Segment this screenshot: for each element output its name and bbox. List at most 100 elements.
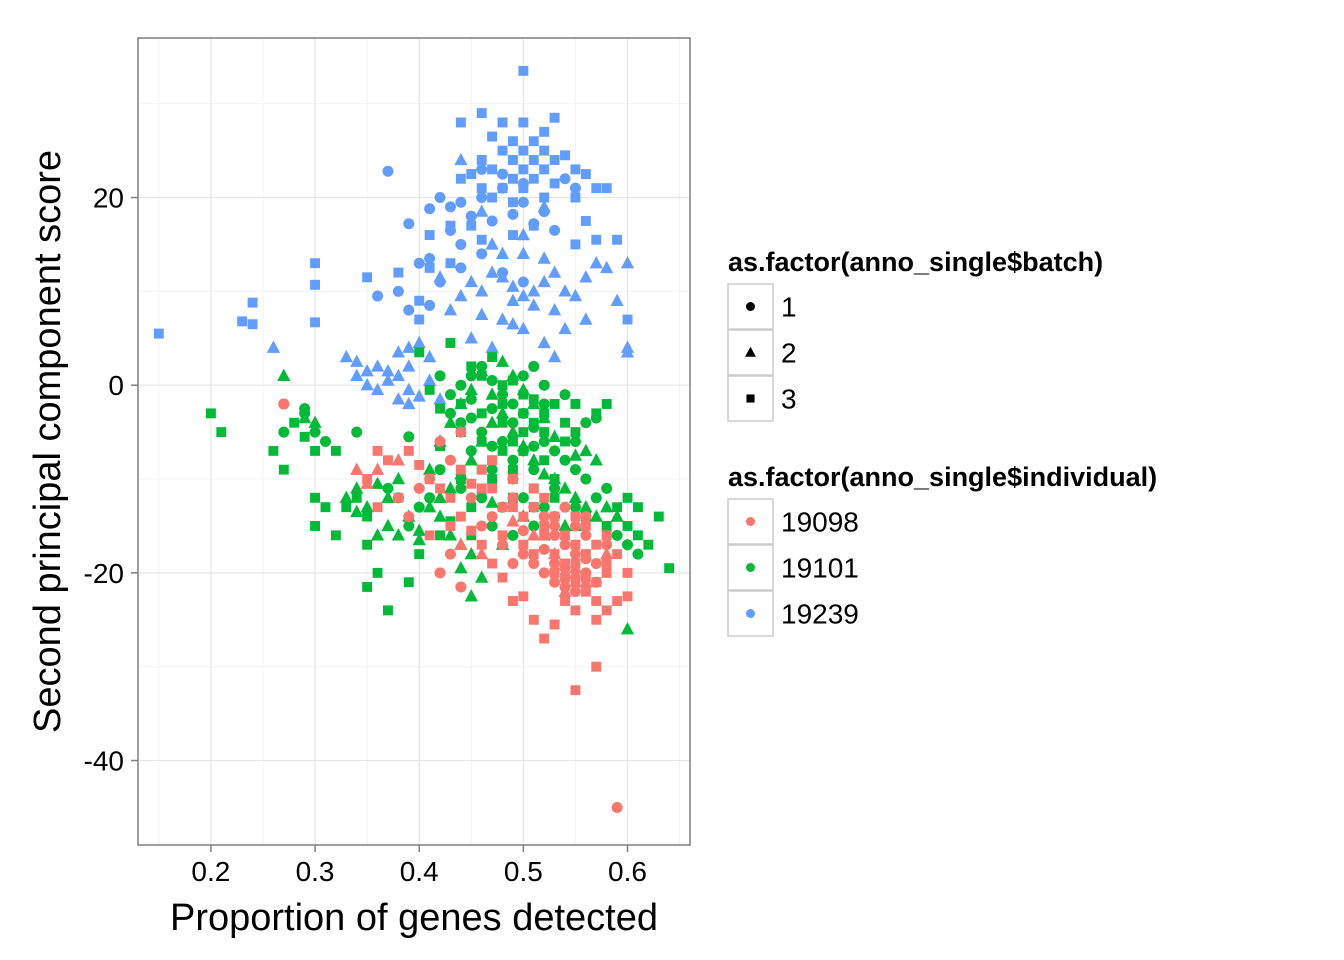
data-point [350, 504, 364, 518]
data-point [517, 196, 529, 208]
data-point [580, 473, 592, 485]
data-point [475, 307, 489, 321]
data-point [591, 577, 602, 588]
legend-key-color [746, 563, 755, 572]
data-point [528, 549, 539, 560]
data-point [507, 230, 518, 241]
data-point [507, 155, 518, 165]
data-point [464, 546, 478, 560]
data-point [362, 272, 373, 283]
x-tick-label: 0.3 [296, 856, 335, 887]
data-point [601, 399, 612, 409]
data-point [507, 173, 518, 184]
data-point [497, 539, 509, 551]
data-point [517, 177, 529, 189]
data-point [548, 471, 562, 485]
data-point [506, 514, 520, 527]
data-point [559, 454, 571, 466]
data-point [539, 145, 550, 156]
data-point [413, 257, 425, 269]
data-point [403, 511, 415, 523]
data-point [653, 511, 664, 522]
data-point [517, 548, 529, 560]
data-point [589, 453, 603, 466]
data-point [455, 196, 467, 208]
data-point [370, 528, 385, 541]
data-point [423, 349, 437, 363]
data-point [487, 558, 498, 569]
data-point [360, 378, 374, 391]
data-point [299, 403, 311, 415]
legend-key-circle [746, 302, 755, 311]
data-point [466, 361, 477, 372]
data-point [528, 360, 540, 372]
data-point [560, 572, 570, 583]
data-point [497, 182, 509, 194]
data-point [350, 368, 364, 382]
data-point [527, 298, 541, 311]
data-point [537, 335, 551, 349]
data-point [445, 492, 456, 503]
data-point [538, 379, 550, 391]
data-point [528, 483, 539, 494]
data-point [558, 284, 572, 297]
data-point [569, 436, 581, 447]
data-point [601, 482, 613, 494]
data-point [487, 455, 498, 466]
data-point [466, 169, 477, 180]
data-point [600, 260, 614, 274]
data-point [476, 464, 487, 475]
data-point [507, 464, 518, 475]
data-point [549, 511, 560, 522]
data-point [454, 288, 468, 302]
data-point [402, 396, 416, 410]
data-point [539, 521, 550, 531]
legend-batch: as.factor(anno_single$batch) 1 2 3 [727, 247, 1103, 422]
legend-label: 19239 [781, 599, 859, 630]
legend-title: as.factor(anno_single$individual) [728, 462, 1157, 492]
data-point [497, 436, 509, 447]
data-point [476, 408, 487, 419]
data-point [381, 518, 395, 532]
data-point [580, 216, 591, 226]
data-point [278, 464, 289, 475]
data-point [393, 267, 404, 278]
data-point [445, 258, 456, 269]
data-point [601, 183, 612, 194]
data-point [612, 549, 623, 560]
data-point [465, 210, 477, 222]
data-point [497, 117, 508, 128]
data-point [455, 511, 466, 522]
data-point [559, 501, 571, 513]
data-point [339, 349, 353, 363]
data-point [518, 511, 529, 522]
data-point [527, 284, 541, 297]
data-point [383, 455, 393, 466]
data-point [539, 164, 550, 175]
x-tick-label: 0.2 [191, 856, 230, 887]
data-point [570, 399, 581, 409]
data-point [351, 492, 362, 503]
data-point [485, 415, 499, 428]
data-point [568, 288, 583, 302]
data-point [622, 591, 633, 602]
data-point [485, 265, 499, 278]
data-point [486, 520, 498, 532]
data-point [391, 528, 405, 541]
data-point [433, 270, 447, 283]
data-point [548, 349, 562, 363]
data-point [486, 403, 498, 415]
data-point [454, 537, 468, 550]
data-point [486, 511, 498, 523]
data-point [435, 530, 445, 541]
data-point [516, 246, 530, 260]
data-point [403, 577, 414, 588]
data-point [497, 380, 508, 391]
data-point [506, 279, 520, 292]
data-point [362, 511, 373, 522]
data-point [622, 539, 634, 551]
data-point [558, 321, 572, 335]
data-point [580, 511, 592, 523]
data-point [370, 359, 385, 372]
